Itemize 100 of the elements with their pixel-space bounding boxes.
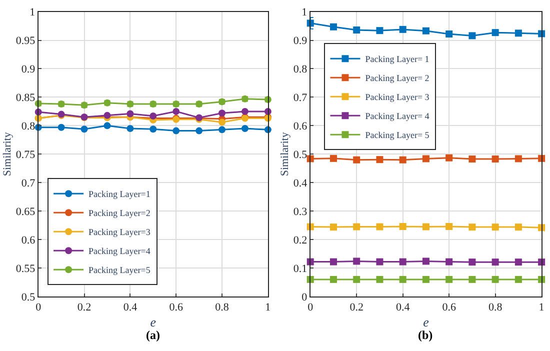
legend-label: Packing Layer=3 [88,227,151,238]
y-tick-label: 0.9 [21,64,36,76]
point [58,124,65,131]
x-tick-label: 1 [265,302,271,314]
y-tick-label: 0.8 [293,64,308,76]
point [330,154,337,162]
y-tick-label: 0.8 [21,120,36,133]
legend-label: Packing Layer= 5 [365,130,430,140]
point [376,223,384,230]
point [330,258,337,266]
x-tick-label: 0.8 [488,302,503,314]
y-axis-title: Similarity [2,132,14,176]
point [399,258,406,266]
legend-label: Packing Layer=4 [88,246,151,256]
y-tick-label: 0.9 [293,35,308,48]
point [514,155,522,162]
legend-label: Packing Layer= 4 [365,111,430,122]
y-tick-label: 0.85 [16,92,36,104]
point [126,110,134,118]
y-tick-label: 0.6 [21,234,36,246]
x-tick-label: 0.2 [77,302,92,314]
point [468,276,476,283]
point [172,127,180,134]
y-tick-label: 1 [302,6,308,19]
point [399,156,406,164]
y-tick-label: 0.3 [293,206,308,218]
point [446,276,453,283]
point [399,222,406,230]
point [422,276,430,283]
y-tick-label: 1 [30,6,36,19]
y-tick-label: 0.7 [293,92,308,104]
point [468,258,476,266]
point [446,222,453,230]
point [172,108,180,115]
point [514,276,522,283]
point [80,126,88,133]
y-tick-label: 0.95 [16,35,36,48]
point [150,126,157,133]
point [422,258,430,265]
y-tick-label: 0.6 [293,120,308,133]
point [492,276,499,283]
text: (b) [418,328,433,342]
point [376,258,384,266]
point [126,125,134,132]
legend-label: Packing Layer= 3 [365,92,430,102]
x-tick-label: 0.4 [396,302,410,314]
point [492,258,499,266]
legend-label: Packing Layer=5 [88,265,151,276]
y-tick-label: 0.1 [293,262,308,275]
point [353,276,360,283]
point [376,156,384,164]
point [330,224,337,231]
point [492,156,499,162]
point [241,108,248,115]
point [514,258,522,266]
point [446,258,453,266]
point [399,276,406,283]
x-tick-label: 0.6 [442,302,456,314]
point [514,224,522,231]
point [218,110,226,117]
x-axis-title: e [423,314,430,330]
y-tick-label: 0.65 [16,206,36,218]
point [218,126,226,134]
point [538,30,546,38]
point [468,156,476,162]
y-tick-label: 0.5 [21,291,36,304]
point [353,156,360,164]
legend-label: Packing Layer= 1 [365,54,430,64]
y-tick-label: 0.7 [21,177,36,190]
y-tick-label: 0.4 [293,177,308,190]
point [422,223,430,230]
point [376,276,384,283]
point [196,127,203,134]
legend-label: Packing Layer= 2 [365,73,430,84]
point [353,223,360,230]
y-tick-label: 0.55 [16,262,36,275]
point [446,154,453,162]
x-axis-title: e [150,314,156,330]
y-tick-label: 0 [302,291,308,304]
y-axis-title: Similarity [279,132,292,176]
point [150,112,157,120]
x-tick-label: 0.8 [215,302,230,314]
point [492,224,499,231]
text: (a) [146,328,160,342]
x-tick-label: 1 [538,302,544,314]
point [218,118,226,126]
y-tick-label: 0.5 [293,149,308,162]
y-tick-label: 0.75 [16,149,36,162]
x-tick-label: 0.6 [169,302,184,314]
point [353,258,360,265]
point [104,122,111,130]
legend-label: Packing Layer=2 [88,208,150,218]
point [241,125,248,132]
y-tick-label: 0.2 [293,234,308,246]
x-tick-label: 0.2 [350,302,364,314]
point [330,276,337,283]
point [468,224,476,231]
legend-label: Packing Layer=1 [88,189,150,200]
point [422,155,430,162]
x-tick-label: 0.4 [123,302,138,314]
